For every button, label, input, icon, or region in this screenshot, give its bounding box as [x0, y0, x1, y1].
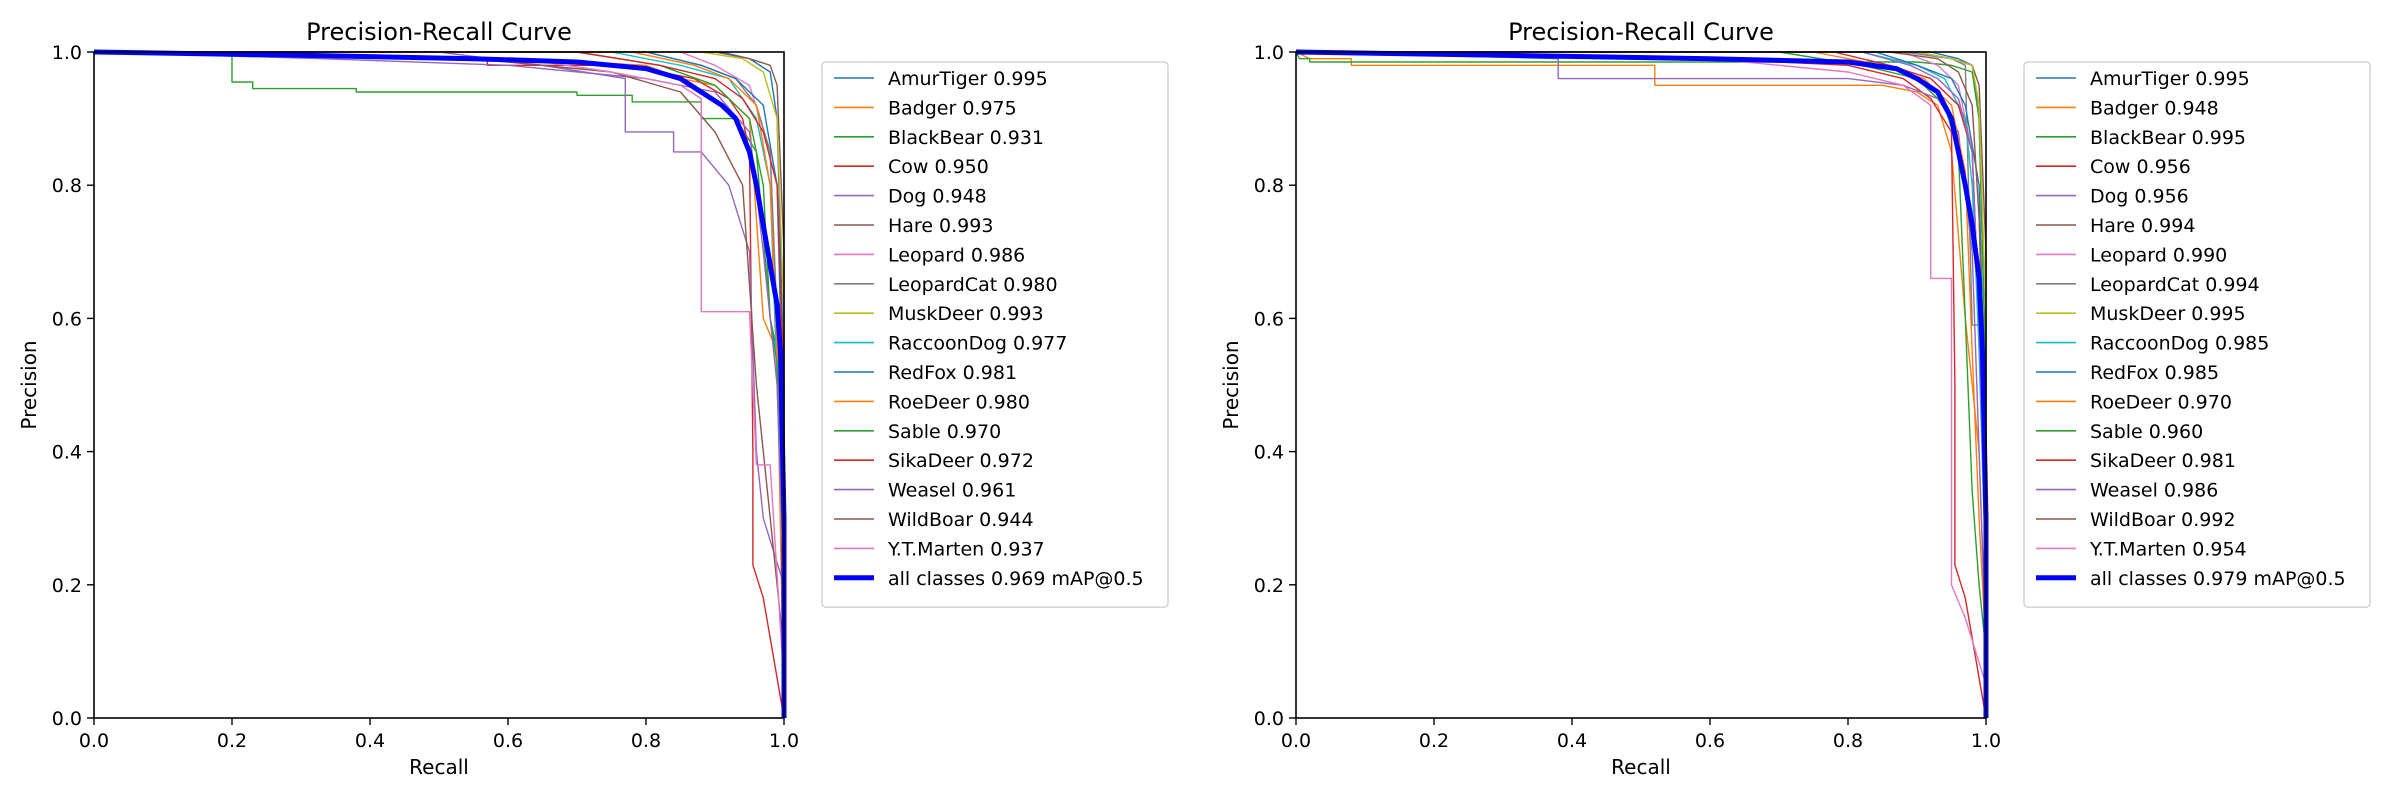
- legend-entry: Y.T.Marten 0.937: [887, 538, 1045, 560]
- y-tick-label: 0.2: [1254, 575, 1284, 597]
- y-tick-label: 0.0: [52, 708, 82, 730]
- legend-entry: Y.T.Marten 0.954: [2089, 538, 2247, 560]
- legend: AmurTiger 0.995 Badger 0.975 BlackBear 0.9…: [821, 61, 1169, 608]
- legend-entry: Leopard 0.990: [2090, 244, 2227, 266]
- x-tick-label: 0.4: [1557, 730, 1587, 752]
- y-axis-label: Precision: [17, 340, 41, 429]
- legend-entry: RoeDeer 0.980: [888, 391, 1030, 413]
- x-tick-label: 1.0: [1971, 730, 2001, 752]
- x-tick-label: 0.2: [217, 730, 247, 752]
- legend-entry: RedFox 0.981: [888, 362, 1017, 384]
- legend-entry: SikaDeer 0.981: [2090, 450, 2236, 472]
- y-tick-label: 0.8: [1254, 175, 1284, 197]
- y-tick-label: 1.0: [52, 42, 82, 64]
- y-tick-label: 0.8: [52, 175, 82, 197]
- plot-frame: [93, 51, 785, 719]
- chart-right: Precision-Recall Curve 0.0 0.2 0.4 0.6 0.8 1.0…: [1219, 18, 2371, 779]
- pr-curve-series-4: [94, 51, 785, 718]
- y-tick-label: 0.2: [52, 575, 82, 597]
- pr-curve-series-13: [1296, 51, 1987, 718]
- legend-entry: Badger 0.948: [2090, 97, 2219, 119]
- x-tick-label: 0.0: [79, 730, 109, 752]
- legend-frame: [821, 61, 1169, 608]
- chart-title: Precision-Recall Curve: [306, 18, 572, 46]
- legend-entry: LeopardCat 0.980: [888, 274, 1058, 296]
- x-tick-label: 0.6: [1695, 730, 1725, 752]
- pr-curve-series-8: [1296, 51, 1987, 718]
- pr-curve-series-9: [1296, 51, 1987, 718]
- y-tick-label: 0.0: [1254, 708, 1284, 730]
- x-tick-label: 0.2: [1419, 730, 1449, 752]
- legend-entry: Sable 0.970: [888, 421, 1001, 443]
- legend-entry: LeopardCat 0.994: [2090, 274, 2260, 296]
- x-tick-label: 1.0: [769, 730, 799, 752]
- pr-curve-series-16: [93, 51, 785, 718]
- legend-entry: MuskDeer 0.993: [888, 303, 1044, 325]
- legend-entry: BlackBear 0.995: [2090, 127, 2246, 149]
- x-tick-label: 0.8: [1833, 730, 1863, 752]
- legend-frame: [2023, 61, 2371, 608]
- pr-curve-series-17: [1295, 49, 1989, 718]
- pr-curve-series-11: [1296, 51, 1987, 718]
- legend-entry: WildBoar 0.944: [888, 509, 1034, 531]
- pr-curve-series-10: [1296, 51, 1987, 718]
- legend-entry: MuskDeer 0.995: [2090, 303, 2246, 325]
- legend-entry: SikaDeer 0.972: [888, 450, 1034, 472]
- y-tick-label: 0.4: [52, 442, 82, 464]
- legend-entry: Weasel 0.986: [2090, 480, 2218, 502]
- legend-entry: Hare 0.993: [888, 215, 993, 237]
- legend-entry: Weasel 0.961: [888, 480, 1016, 502]
- pr-curve-series-1: [1295, 51, 1987, 718]
- pr-curve-series-17: [93, 49, 787, 718]
- legend-entry: WildBoar 0.992: [2090, 509, 2236, 531]
- y-tick-label: 0.6: [1254, 308, 1284, 330]
- y-tick-label: 0.6: [52, 308, 82, 330]
- legend-entry: all classes 0.979 mAP@0.5: [2090, 568, 2346, 590]
- legend-entry: Hare 0.994: [2090, 215, 2195, 237]
- pr-curve-series-7: [1296, 51, 1987, 718]
- pr-curve-series-16: [1295, 51, 1987, 718]
- legend-entry: Leopard 0.986: [888, 244, 1025, 266]
- legend-entry: BlackBear 0.931: [888, 127, 1044, 149]
- legend-entry: Badger 0.975: [888, 97, 1017, 119]
- y-tick-label: 0.4: [1254, 442, 1284, 464]
- legend-entry: RaccoonDog 0.985: [2090, 333, 2269, 355]
- pr-curve-series-15: [1296, 51, 1987, 718]
- legend-entry: AmurTiger 0.995: [888, 68, 1048, 90]
- plot-frame: [1295, 51, 1987, 719]
- chart-title: Precision-Recall Curve: [1508, 18, 1774, 46]
- x-tick-label: 0.6: [493, 730, 523, 752]
- legend-entry: RedFox 0.985: [2090, 362, 2219, 384]
- pr-curve-series-14: [1296, 51, 1987, 718]
- x-axis-label: Recall: [409, 755, 469, 779]
- pr-curve-series-2: [1295, 51, 1987, 718]
- legend: AmurTiger 0.995 Badger 0.948 BlackBear 0.9…: [2023, 61, 2371, 608]
- curves-group: [93, 49, 787, 719]
- legend-entry: Cow 0.956: [2090, 156, 2191, 178]
- pr-curve-series-0: [1296, 51, 1987, 718]
- x-tick-label: 0.0: [1281, 730, 1311, 752]
- x-axis-label: Recall: [1611, 755, 1671, 779]
- legend-entry: Dog 0.948: [888, 186, 987, 208]
- y-tick-label: 1.0: [1254, 42, 1284, 64]
- x-tick-label: 0.4: [355, 730, 385, 752]
- pr-curve-series-3: [1295, 51, 1987, 719]
- pr-curve-series-13: [94, 51, 785, 718]
- x-tick-label: 0.8: [631, 730, 661, 752]
- legend-entry: AmurTiger 0.995: [2090, 68, 2250, 90]
- chart-left: Precision-Recall Curve 0.0 0.2 0.4 0.6 0.8 1.0…: [17, 18, 1169, 779]
- pr-curve-series-4: [1295, 51, 1987, 718]
- legend-entry: all classes 0.969 mAP@0.5: [888, 568, 1144, 590]
- legend-entry: RoeDeer 0.970: [2090, 391, 2232, 413]
- pr-curve-series-5: [1296, 51, 1987, 718]
- curves-group: [1295, 49, 1989, 719]
- legend-entry: RaccoonDog 0.977: [888, 333, 1067, 355]
- legend-entry: Cow 0.950: [888, 156, 989, 178]
- pr-curve-series-12: [1296, 51, 1987, 718]
- y-axis-label: Precision: [1219, 340, 1243, 429]
- pr-curve-series-6: [1296, 51, 1987, 718]
- legend-entry: Sable 0.960: [2090, 421, 2203, 443]
- legend-entry: Dog 0.956: [2090, 186, 2189, 208]
